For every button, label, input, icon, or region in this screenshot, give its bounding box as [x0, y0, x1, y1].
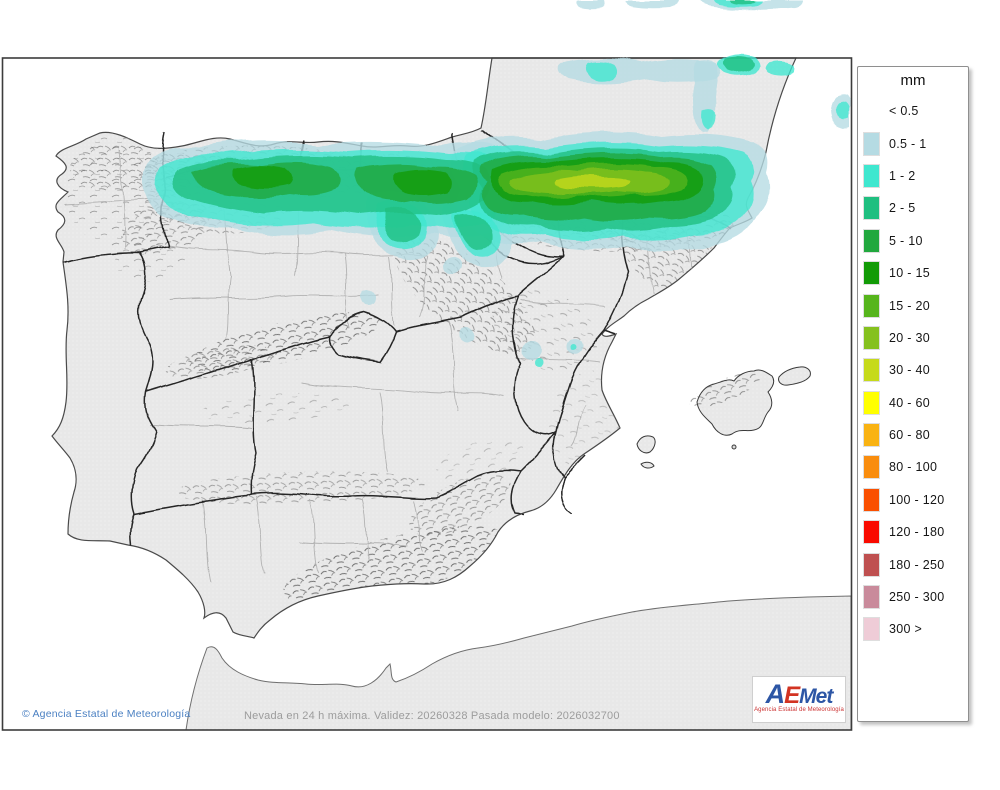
legend-row: 300 > [858, 613, 968, 645]
legend-row: 250 - 300 [858, 581, 968, 613]
border-valencia [552, 329, 605, 515]
legend-row: 120 - 180 [858, 516, 968, 548]
legend-row: 20 - 30 [858, 322, 968, 354]
aemet-logo-subtitle: Agencia Estatal de Meteorología [754, 707, 844, 713]
legend-swatch [863, 325, 880, 350]
map-frame [1, 57, 853, 731]
legend-row: 100 - 120 [858, 484, 968, 516]
legend-row: 60 - 80 [858, 419, 968, 451]
legend-row: 80 - 100 [858, 451, 968, 483]
legend-label: 60 - 80 [889, 428, 931, 443]
legend-row: 10 - 15 [858, 257, 968, 289]
legend-row: 15 - 20 [858, 289, 968, 321]
legend-row: 30 - 40 [858, 354, 968, 386]
legend-label: 180 - 250 [889, 557, 945, 572]
legend-swatch [863, 196, 880, 221]
legend-label: 0.5 - 1 [889, 136, 927, 151]
legend-label: 250 - 300 [889, 590, 945, 605]
legend-swatch [863, 390, 880, 415]
province-borders [63, 149, 695, 583]
legend-label: 2 - 5 [889, 201, 916, 216]
border-andalucia [133, 470, 521, 515]
legend-row: 1 - 2 [858, 160, 968, 192]
legend-label: 300 > [889, 622, 923, 637]
border-extremadura [250, 357, 257, 495]
legend-swatch [863, 358, 880, 383]
model-info-text: Nevada en 24 h máxima. Validez: 20260328… [244, 710, 620, 722]
legend-panel: mm < 0.5 0.5 - 1 1 - 2 2 - 5 5 - 10 10 - 15 15… [857, 66, 969, 722]
aemet-logo-a: A [765, 679, 785, 709]
legend-rows: < 0.5 0.5 - 1 1 - 2 2 - 5 5 - 10 10 - 15 15 - … [858, 95, 968, 646]
aemet-logo-e: E [784, 682, 800, 709]
legend-row: 2 - 5 [858, 192, 968, 224]
aemet-logo: AEMet Agencia Estatal de Meteorología [752, 676, 846, 723]
legend-title: mm [900, 72, 926, 89]
legend-swatch [863, 552, 880, 577]
legend-label: 30 - 40 [889, 363, 931, 378]
legend-row: 5 - 10 [858, 225, 968, 257]
balearic-islands [636, 366, 811, 469]
legend-swatch [863, 520, 880, 545]
legend-row: 0.5 - 1 [858, 127, 968, 159]
legend-swatch [863, 131, 880, 156]
legend-swatch [863, 487, 880, 512]
island-menorca [778, 366, 811, 386]
legend-swatch [863, 228, 880, 253]
aemet-logo-wordmark: AEMet [753, 677, 845, 709]
island-cabrera [731, 444, 737, 450]
legend-row: < 0.5 [858, 95, 968, 127]
island-formentera [640, 461, 655, 469]
legend-swatch [863, 423, 880, 448]
legend-swatch [863, 293, 880, 318]
landmasses [51, 57, 852, 731]
legend-label: 5 - 10 [889, 233, 923, 248]
terrain-mallorca [689, 372, 761, 408]
copyright-text: © Agencia Estatal de Meteorología [22, 708, 191, 720]
precipitation-layer [142, 0, 851, 367]
legend-label: 1 - 2 [889, 168, 916, 183]
legend-label: < 0.5 [889, 104, 919, 119]
land-africa [185, 595, 852, 731]
legend-swatch [863, 617, 880, 642]
legend-label: 40 - 60 [889, 395, 931, 410]
legend-label: 80 - 100 [889, 460, 938, 475]
legend-label: 120 - 180 [889, 525, 945, 540]
legend-row: 40 - 60 [858, 387, 968, 419]
border-aragon-west [511, 255, 565, 436]
island-ibiza [636, 435, 656, 454]
legend-row: 180 - 250 [858, 548, 968, 580]
border-madrid [328, 311, 397, 363]
legend-swatch [863, 455, 880, 480]
legend-swatch [863, 163, 880, 188]
legend-swatch [863, 585, 880, 610]
aemet-logo-met: Met [799, 685, 833, 708]
legend-label: 100 - 120 [889, 492, 945, 507]
legend-swatch [863, 261, 880, 286]
border-castilla-sur [145, 335, 331, 393]
legend-label: 10 - 15 [889, 266, 931, 281]
legend-label: 20 - 30 [889, 330, 931, 345]
legend-label: 15 - 20 [889, 298, 931, 313]
